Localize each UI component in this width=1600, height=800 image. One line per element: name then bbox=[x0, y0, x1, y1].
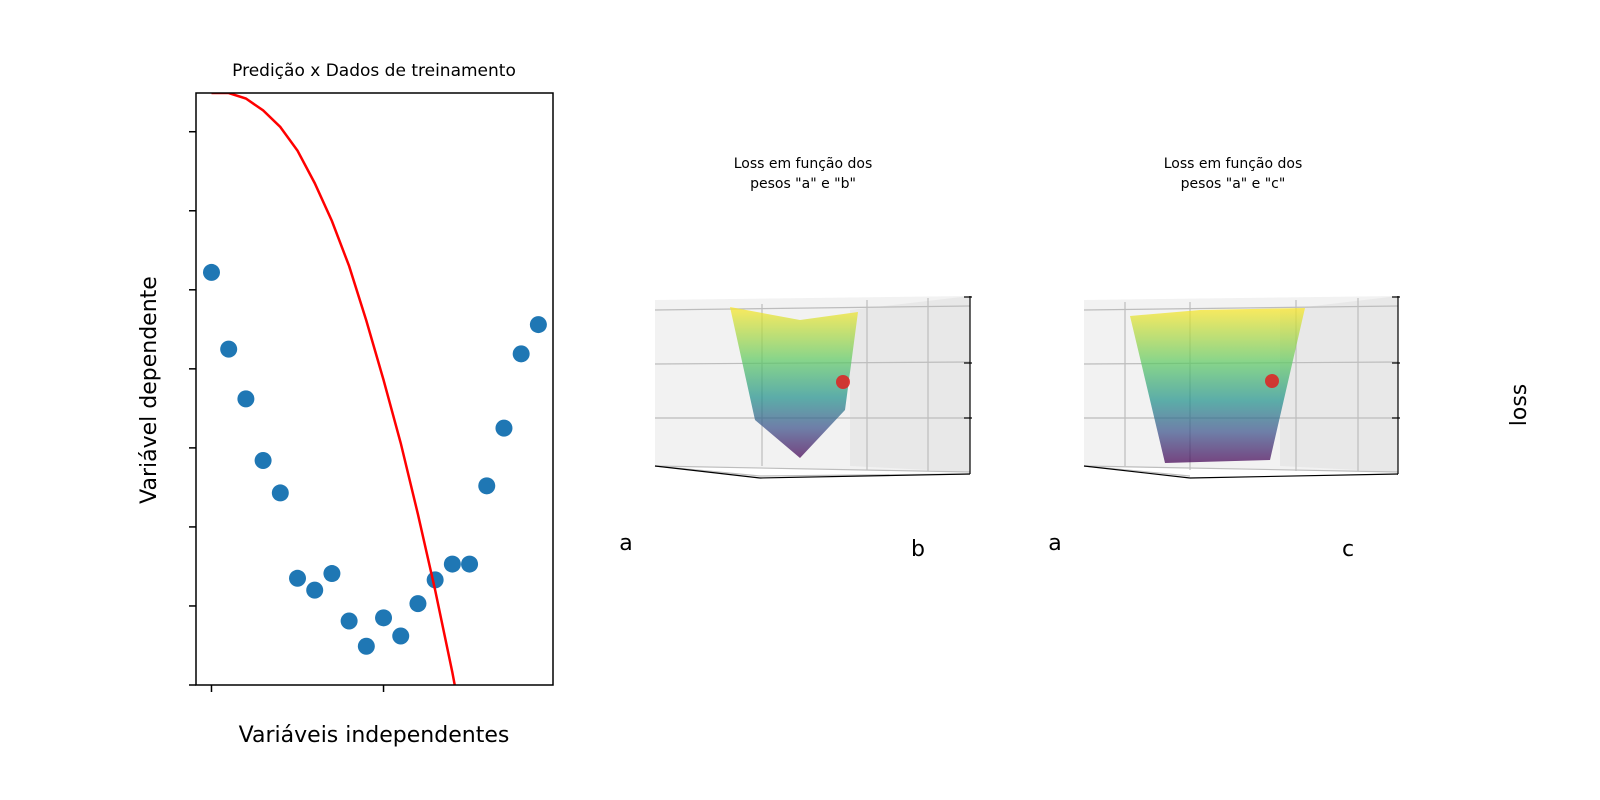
data-point bbox=[357, 637, 375, 655]
loss-surface bbox=[1130, 308, 1305, 463]
data-point bbox=[478, 477, 496, 495]
z-axis bbox=[1083, 296, 1400, 479]
current-weights-point bbox=[836, 375, 850, 389]
title-line: Loss em função dos bbox=[734, 156, 873, 172]
chart-title: Loss em função dos pesos "a" e "c" bbox=[1164, 156, 1303, 192]
x-axis-label: a bbox=[619, 531, 632, 556]
y-axis-label: c bbox=[1342, 537, 1354, 562]
data-point bbox=[340, 612, 358, 630]
data-point bbox=[495, 419, 513, 437]
prediction-line bbox=[211, 93, 456, 685]
data-point bbox=[461, 555, 479, 573]
chart-title: Loss em função dos pesos "a" e "b" bbox=[734, 156, 873, 192]
data-point bbox=[289, 569, 307, 587]
side-pane bbox=[1280, 296, 1398, 472]
data-point bbox=[392, 627, 410, 645]
data-point bbox=[529, 316, 547, 334]
data-point bbox=[220, 340, 238, 358]
data-point bbox=[323, 565, 341, 583]
surface-panel: Loss em função dos pesos "a" e "c" a c lo… bbox=[1048, 156, 1532, 562]
z-axis-label: loss bbox=[1507, 384, 1532, 427]
plot-area bbox=[202, 93, 547, 685]
y-axis-label: b bbox=[911, 537, 925, 562]
data-point bbox=[202, 263, 220, 281]
title-line: pesos "a" e "c" bbox=[1181, 176, 1286, 192]
data-point bbox=[271, 484, 289, 502]
data-point bbox=[512, 345, 530, 363]
data-point bbox=[254, 452, 272, 470]
loss-surface bbox=[730, 307, 858, 458]
data-point bbox=[375, 609, 393, 627]
surface-panel: Loss em função dos pesos "a" e "b" a b bbox=[619, 156, 972, 562]
current-weights-point bbox=[1265, 374, 1279, 388]
x-axis-label: Variáveis independentes bbox=[239, 723, 510, 748]
title-line: pesos "a" e "b" bbox=[750, 176, 856, 192]
data-point bbox=[306, 581, 324, 599]
side-pane bbox=[850, 296, 970, 472]
data-point bbox=[443, 555, 461, 573]
x-axis-label: a bbox=[1048, 531, 1061, 556]
axes-frame bbox=[195, 92, 554, 686]
z-axis bbox=[654, 296, 972, 479]
chart-title: Predição x Dados de treinamento bbox=[232, 61, 516, 81]
y-axis-label: Variável dependente bbox=[137, 276, 162, 504]
data-point bbox=[409, 595, 427, 613]
title-line: Loss em função dos bbox=[1164, 156, 1303, 172]
data-point bbox=[237, 390, 255, 408]
